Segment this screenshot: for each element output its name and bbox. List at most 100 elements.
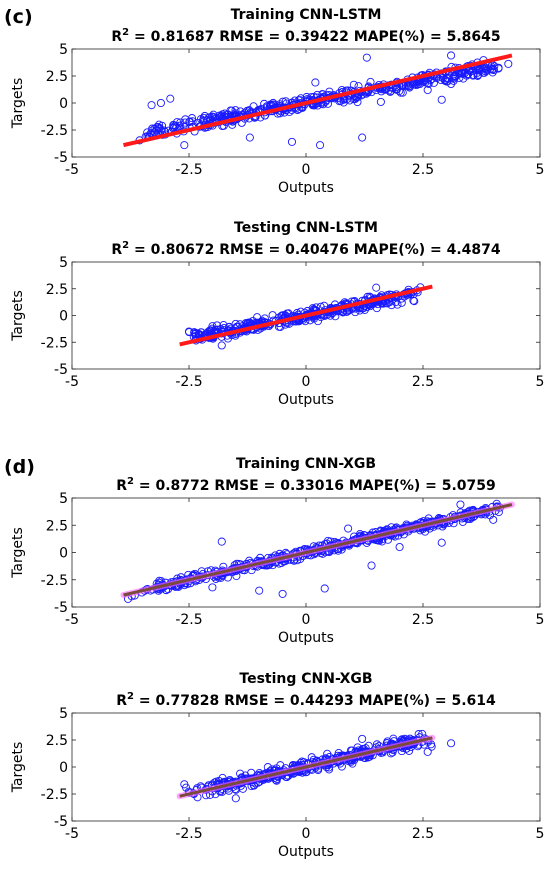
y-tick-label: 5 bbox=[59, 42, 68, 58]
chart-stats: R2 = 0.80672 RMSE = 0.40476 MAPE(%) = 4.… bbox=[111, 240, 501, 258]
stat-rmse: RMSE = 0.40476 bbox=[219, 242, 353, 258]
data-point bbox=[349, 94, 358, 104]
chart-0: Training CNN-LSTM R2 = 0.81687 RMSE = 0.3… bbox=[10, 7, 544, 196]
x-axis-label: Outputs bbox=[278, 392, 334, 408]
x-tick-label: 5 bbox=[536, 374, 545, 390]
x-tick-label: 2.5 bbox=[412, 612, 434, 628]
x-tick-label: -5 bbox=[65, 162, 79, 178]
data-point bbox=[504, 59, 513, 68]
x-tick-label: -2.5 bbox=[175, 374, 202, 390]
data-point bbox=[218, 773, 227, 782]
data-point bbox=[450, 74, 459, 83]
plot-area bbox=[123, 51, 513, 150]
data-point bbox=[358, 133, 367, 142]
data-point bbox=[489, 515, 498, 524]
data-point bbox=[208, 322, 217, 331]
x-tick-label: 2.5 bbox=[412, 374, 434, 390]
data-point bbox=[479, 64, 488, 73]
x-axis-label: Outputs bbox=[278, 180, 334, 196]
x-tick-label: -2.5 bbox=[175, 612, 202, 628]
y-tick-label: 2.5 bbox=[46, 518, 68, 534]
data-point bbox=[372, 304, 381, 313]
y-axis-label: Targets bbox=[10, 290, 26, 342]
y-tick-label: 5 bbox=[59, 491, 68, 507]
data-point bbox=[236, 107, 245, 116]
data-point bbox=[217, 341, 226, 350]
stat-mape: MAPE(%) = 5.8645 bbox=[354, 29, 501, 45]
y-tick-label: -2.5 bbox=[41, 573, 68, 589]
data-point bbox=[173, 118, 182, 127]
data-point bbox=[255, 586, 264, 595]
x-axis-label: Outputs bbox=[278, 630, 334, 646]
y-tick-label: 5 bbox=[59, 255, 68, 271]
data-point bbox=[156, 98, 165, 108]
data-point bbox=[323, 99, 332, 108]
data-point bbox=[320, 584, 329, 593]
x-tick-label: 5 bbox=[536, 162, 545, 178]
stat-mape: MAPE(%) = 4.4874 bbox=[354, 242, 501, 258]
y-tick-label: 2.5 bbox=[46, 733, 68, 749]
chart-2: Training CNN-XGB R2 = 0.8772 RMSE = 0.330… bbox=[10, 456, 544, 646]
data-point bbox=[479, 68, 488, 77]
data-point bbox=[494, 64, 503, 73]
data-point bbox=[488, 68, 497, 77]
stat-rmse: RMSE = 0.39422 bbox=[219, 29, 353, 45]
data-point bbox=[459, 74, 468, 83]
data-point bbox=[278, 589, 287, 598]
y-tick-label: -2.5 bbox=[41, 335, 68, 351]
data-point bbox=[396, 88, 405, 97]
chart-stats: R2 = 0.77828 RMSE = 0.44293 MAPE(%) = 5.… bbox=[116, 691, 496, 709]
data-point bbox=[360, 305, 369, 314]
data-point bbox=[353, 97, 362, 107]
stat-mape: MAPE(%) = 5.614 bbox=[359, 693, 496, 709]
data-point bbox=[456, 500, 465, 509]
fit-line bbox=[179, 736, 433, 798]
data-point bbox=[180, 141, 189, 150]
data-point bbox=[344, 524, 353, 533]
chart-title: Training CNN-XGB bbox=[236, 456, 376, 472]
data-point bbox=[311, 78, 320, 87]
data-point bbox=[166, 94, 175, 103]
data-point bbox=[267, 100, 276, 109]
data-point bbox=[302, 92, 311, 102]
data-point bbox=[249, 102, 258, 111]
y-axis-label: Targets bbox=[10, 742, 26, 794]
data-point bbox=[315, 141, 325, 150]
y-axis-label: Targets bbox=[10, 78, 26, 130]
data-point bbox=[287, 137, 297, 146]
stat-r2: = 0.77828 bbox=[134, 693, 224, 709]
chart-stats: R2 = 0.81687 RMSE = 0.39422 MAPE(%) = 5.… bbox=[111, 27, 500, 45]
data-point bbox=[217, 112, 226, 121]
fit-line bbox=[179, 284, 433, 347]
data-point bbox=[143, 128, 152, 137]
data-point bbox=[208, 583, 217, 592]
data-point bbox=[423, 85, 432, 95]
data-point bbox=[188, 117, 197, 126]
data-point bbox=[184, 327, 194, 336]
x-tick-label: -5 bbox=[65, 374, 79, 390]
y-tick-label: -5 bbox=[54, 150, 68, 166]
chart-1: Testing CNN-LSTM R2 = 0.80672 RMSE = 0.40… bbox=[10, 220, 544, 408]
data-point bbox=[262, 102, 271, 111]
plot-area bbox=[176, 729, 456, 803]
data-point bbox=[217, 537, 226, 546]
data-point bbox=[372, 283, 381, 292]
data-point bbox=[168, 123, 178, 133]
stat-r2-label: R bbox=[116, 478, 127, 494]
data-point bbox=[348, 759, 357, 768]
stat-r2-label: R bbox=[111, 29, 122, 45]
data-point bbox=[393, 300, 402, 309]
data-point bbox=[362, 53, 371, 62]
stat-r2-sup: 2 bbox=[127, 476, 134, 487]
data-point bbox=[424, 79, 433, 88]
x-tick-label: 0 bbox=[302, 374, 311, 390]
chart-title: Testing CNN-XGB bbox=[239, 671, 372, 687]
data-point bbox=[181, 115, 190, 124]
x-axis-label: Outputs bbox=[278, 844, 334, 860]
data-point bbox=[313, 317, 323, 326]
panel-label-c: (c) bbox=[4, 6, 33, 28]
stat-r2-label: R bbox=[111, 242, 122, 258]
x-tick-label: 2.5 bbox=[412, 162, 434, 178]
chart-stats: R2 = 0.8772 RMSE = 0.33016 MAPE(%) = 5.0… bbox=[116, 476, 496, 494]
data-point bbox=[395, 543, 404, 552]
